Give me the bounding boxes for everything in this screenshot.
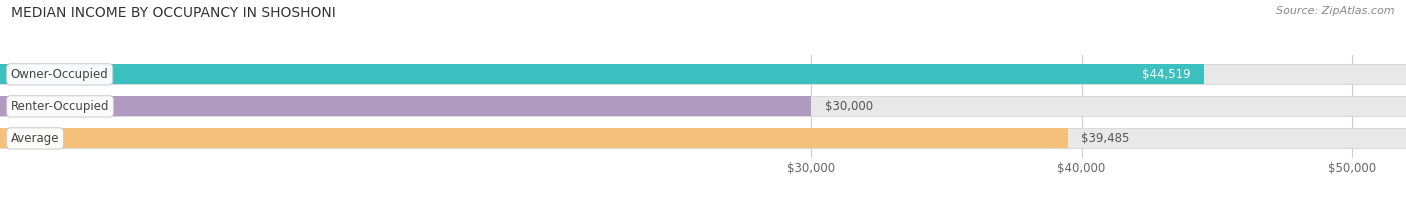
Text: Average: Average <box>11 132 59 145</box>
Text: $30,000: $30,000 <box>825 100 873 113</box>
Bar <box>0 97 811 116</box>
Text: Source: ZipAtlas.com: Source: ZipAtlas.com <box>1277 6 1395 16</box>
Bar <box>0 64 1204 84</box>
Bar <box>0 97 1406 116</box>
Text: MEDIAN INCOME BY OCCUPANCY IN SHOSHONI: MEDIAN INCOME BY OCCUPANCY IN SHOSHONI <box>11 6 336 20</box>
Text: Renter-Occupied: Renter-Occupied <box>11 100 110 113</box>
Bar <box>0 64 1406 84</box>
Text: Owner-Occupied: Owner-Occupied <box>11 68 108 81</box>
Bar <box>0 128 1067 148</box>
Text: $39,485: $39,485 <box>1081 132 1129 145</box>
Text: $44,519: $44,519 <box>1142 68 1191 81</box>
Bar <box>0 128 1406 148</box>
